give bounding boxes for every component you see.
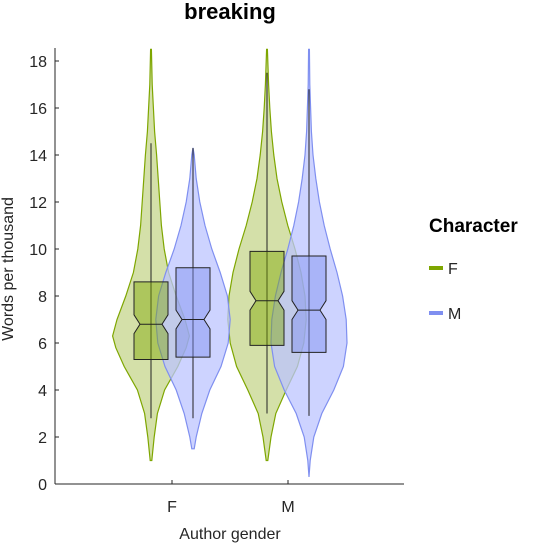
legend-title: Character	[429, 216, 518, 237]
y-tick-label-4: 4	[38, 383, 47, 400]
y-axis-label: Words per thousand	[0, 197, 17, 341]
box-M-M	[291, 255, 327, 353]
y-tick-label-0: 0	[38, 477, 47, 494]
legend-label-F: F	[448, 261, 458, 278]
y-tick-label-10: 10	[29, 242, 47, 259]
plot-area	[111, 48, 348, 477]
y-tick-label-8: 8	[38, 289, 47, 306]
box-F-M	[249, 250, 285, 346]
y-tick-label-16: 16	[29, 101, 47, 118]
y-tick-label-14: 14	[29, 148, 47, 165]
legend-label-M: M	[448, 306, 461, 323]
y-tick-label-18: 18	[29, 54, 47, 71]
axes: 0 2 4 6 8 10 12 14 16 18 F M	[29, 48, 404, 516]
box-F-F	[133, 281, 169, 360]
y-tick-label-6: 6	[38, 336, 47, 353]
y-tick-label-2: 2	[38, 430, 47, 447]
box-M-F	[175, 267, 211, 358]
legend: Character F M	[429, 216, 518, 323]
x-tick-label-M: M	[281, 499, 294, 516]
x-tick-label-F: F	[167, 499, 177, 516]
x-axis-label: Author gender	[179, 526, 281, 543]
chart-title: breaking	[184, 0, 276, 24]
y-tick-label-12: 12	[29, 195, 47, 212]
